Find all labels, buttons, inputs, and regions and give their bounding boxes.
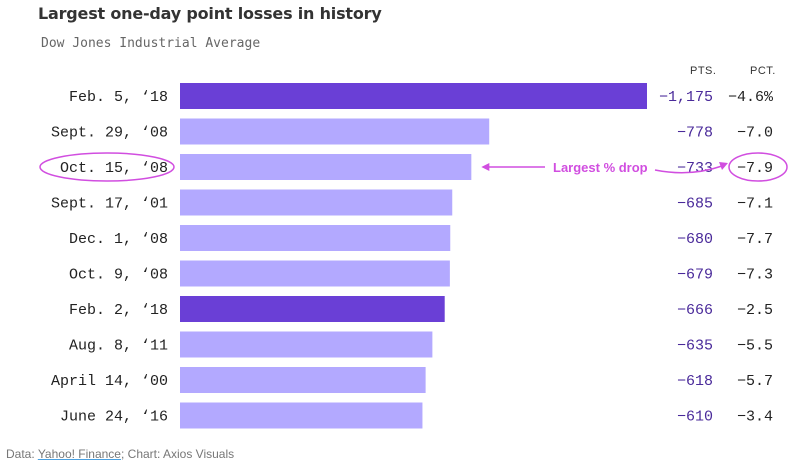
pts-value-label: −685 xyxy=(677,196,713,213)
bar xyxy=(180,296,445,322)
category-label: Feb. 2, ‘18 xyxy=(69,302,168,319)
category-label: Oct. 9, ‘08 xyxy=(69,267,168,284)
annotation-text: Largest % drop xyxy=(553,160,648,175)
pct-value-label: −2.5 xyxy=(737,302,773,319)
pts-value-label: −778 xyxy=(677,125,713,142)
pct-highlight-circle xyxy=(728,152,788,182)
pct-value-label: −7.9 xyxy=(737,160,773,177)
pct-value-label: −5.7 xyxy=(737,373,773,390)
bar xyxy=(180,402,423,429)
category-label: Sept. 17, ‘01 xyxy=(51,196,168,213)
bar xyxy=(180,83,647,109)
pts-value-label: −666 xyxy=(677,302,713,319)
pts-value-label: −618 xyxy=(677,373,713,390)
pct-value-label: −3.4 xyxy=(737,409,773,426)
pct-value-label: −5.5 xyxy=(737,338,773,355)
bar xyxy=(180,154,472,180)
pct-value-label: −7.0 xyxy=(737,125,773,142)
footer-suffix: ; Chart: Axios Visuals xyxy=(120,447,235,461)
bar xyxy=(180,260,450,287)
pts-value-label: −610 xyxy=(677,409,713,426)
pts-value-label: −680 xyxy=(677,231,713,248)
annotation-curve xyxy=(654,165,723,174)
pct-value-label: −4.6% xyxy=(728,89,774,106)
category-label: Feb. 5, ‘18 xyxy=(69,89,168,106)
bar xyxy=(180,331,433,358)
pts-value-label: −679 xyxy=(677,267,713,284)
bar xyxy=(180,118,490,145)
chart-title: Largest one-day point losses in history xyxy=(38,4,382,23)
category-label: Oct. 15, ‘08 xyxy=(60,160,168,177)
bar xyxy=(180,225,451,251)
annotation-arrowhead-left xyxy=(481,163,490,171)
pct-value-label: −7.1 xyxy=(737,196,773,213)
annotation-arrowhead-right xyxy=(719,162,728,170)
chart-subtitle: Dow Jones Industrial Average xyxy=(41,36,261,51)
footer-prefix: Data: xyxy=(6,447,38,461)
bar xyxy=(180,367,426,393)
pct-value-label: −7.7 xyxy=(737,231,773,248)
source-link[interactable]: Yahoo! Finance xyxy=(37,447,121,461)
pts-value-label: −733 xyxy=(677,160,713,177)
category-label: Dec. 1, ‘08 xyxy=(69,231,168,248)
category-highlight-circle xyxy=(39,152,175,182)
category-label: Sept. 29, ‘08 xyxy=(51,125,168,142)
chart-footer: Data: Yahoo! Finance; Chart: Axios Visua… xyxy=(6,447,234,461)
category-label: June 24, ‘16 xyxy=(60,409,168,426)
category-label: April 14, ‘00 xyxy=(51,373,168,390)
pct-value-label: −7.3 xyxy=(737,267,773,284)
category-label: Aug. 8, ‘11 xyxy=(69,338,168,355)
pts-value-label: −635 xyxy=(677,338,713,355)
pts-value-label: −1,175 xyxy=(659,89,713,106)
bar xyxy=(180,189,453,216)
pts-column-header: PTS. xyxy=(690,65,717,77)
pct-column-header: PCT. xyxy=(750,65,776,77)
